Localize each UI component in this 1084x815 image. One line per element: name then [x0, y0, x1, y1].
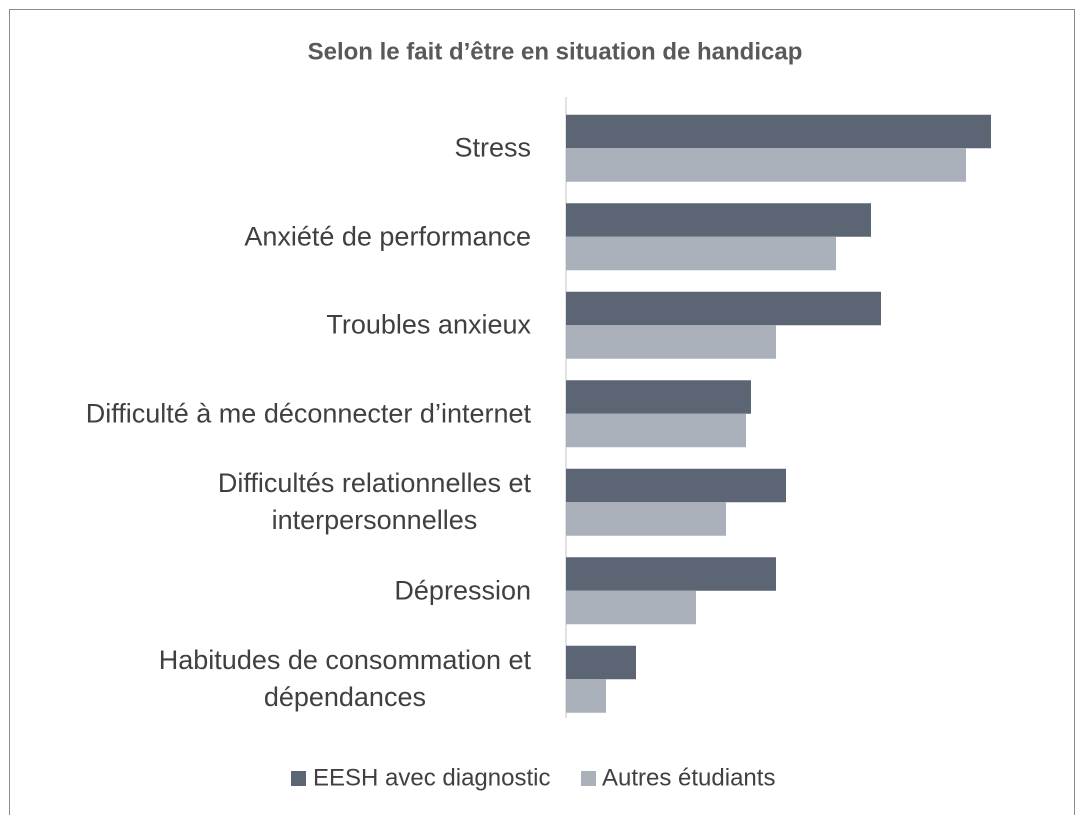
bar [566, 236, 836, 271]
category-label: Difficulté à me déconnecter d’internet [85, 398, 531, 429]
bar [566, 291, 881, 326]
legend-label: Autres étudiants [602, 764, 775, 791]
bar [566, 557, 776, 591]
chart-title: Selon le fait d’être en situation de han… [308, 38, 803, 65]
bar [566, 590, 696, 625]
bar [566, 325, 776, 359]
bar [566, 203, 871, 237]
legend-swatch [581, 771, 596, 786]
category-label: Troubles anxieux [326, 309, 531, 340]
bar [566, 148, 966, 182]
category-label: Difficultés relationnelles et interperso… [217, 468, 531, 536]
bar [566, 114, 991, 149]
category-label: Habitudes de consommation et dépendances [158, 645, 531, 713]
category-label: Anxiété de performance [244, 221, 531, 252]
bar [566, 502, 726, 536]
bar [566, 468, 786, 503]
bar [566, 679, 606, 713]
bar [566, 380, 751, 414]
bar [566, 645, 636, 680]
legend-label: EESH avec diagnostic [313, 764, 550, 791]
bar [566, 413, 746, 448]
category-label: Dépression [394, 575, 531, 606]
category-label: Stress [454, 132, 531, 163]
chart-frame [9, 9, 1075, 815]
legend-swatch [291, 771, 306, 786]
